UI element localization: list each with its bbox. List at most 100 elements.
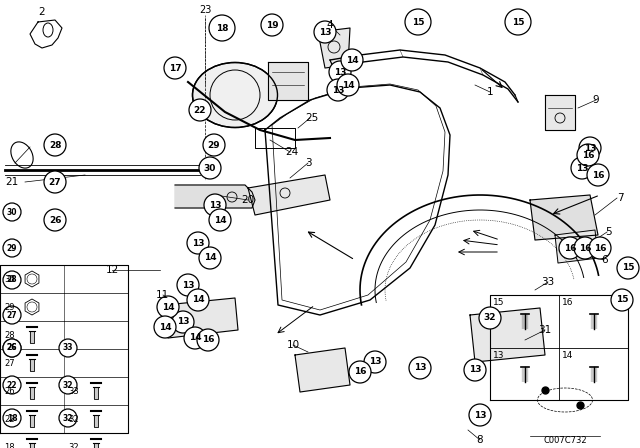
Text: 8: 8 bbox=[477, 435, 483, 445]
Circle shape bbox=[314, 21, 336, 43]
Text: 26: 26 bbox=[7, 344, 17, 353]
Text: C007C732: C007C732 bbox=[543, 436, 587, 445]
Circle shape bbox=[44, 134, 66, 156]
Circle shape bbox=[505, 9, 531, 35]
Circle shape bbox=[154, 316, 176, 338]
Text: 18: 18 bbox=[4, 443, 15, 448]
Text: 28: 28 bbox=[4, 331, 15, 340]
Text: 16: 16 bbox=[582, 151, 595, 159]
Circle shape bbox=[587, 164, 609, 186]
Text: 33: 33 bbox=[541, 277, 555, 287]
Circle shape bbox=[157, 296, 179, 318]
Text: 13: 13 bbox=[474, 410, 486, 419]
Circle shape bbox=[405, 9, 431, 35]
Text: 27: 27 bbox=[4, 358, 15, 367]
Circle shape bbox=[364, 351, 386, 373]
Text: 13: 13 bbox=[369, 358, 381, 366]
Circle shape bbox=[204, 194, 226, 216]
Circle shape bbox=[199, 247, 221, 269]
Circle shape bbox=[187, 232, 209, 254]
Circle shape bbox=[209, 209, 231, 231]
Text: 32: 32 bbox=[68, 443, 79, 448]
Circle shape bbox=[164, 57, 186, 79]
Circle shape bbox=[261, 14, 283, 36]
Text: 15: 15 bbox=[616, 296, 628, 305]
Text: 14: 14 bbox=[204, 254, 216, 263]
Circle shape bbox=[199, 157, 221, 179]
Circle shape bbox=[172, 311, 194, 333]
Text: 13: 13 bbox=[177, 318, 189, 327]
Circle shape bbox=[3, 239, 21, 257]
Text: 13: 13 bbox=[332, 86, 344, 95]
Text: 31: 31 bbox=[538, 325, 552, 335]
Circle shape bbox=[44, 209, 66, 231]
Circle shape bbox=[349, 361, 371, 383]
Text: 14: 14 bbox=[159, 323, 172, 332]
Text: 15: 15 bbox=[621, 263, 634, 272]
Text: 1: 1 bbox=[486, 87, 493, 97]
Text: 27: 27 bbox=[6, 310, 17, 319]
Text: 16: 16 bbox=[564, 244, 576, 253]
Text: 14: 14 bbox=[189, 333, 202, 343]
Text: 5: 5 bbox=[605, 227, 611, 237]
Text: 13: 13 bbox=[493, 350, 504, 359]
Text: 26: 26 bbox=[49, 215, 61, 224]
Text: 16: 16 bbox=[594, 244, 606, 253]
Text: 2: 2 bbox=[38, 7, 45, 17]
Text: 14: 14 bbox=[342, 81, 355, 90]
Circle shape bbox=[464, 359, 486, 381]
Text: 28: 28 bbox=[49, 141, 61, 150]
Text: 30: 30 bbox=[7, 207, 17, 216]
Circle shape bbox=[203, 134, 225, 156]
Text: 22: 22 bbox=[4, 414, 15, 423]
Circle shape bbox=[337, 74, 359, 96]
Text: 23: 23 bbox=[199, 5, 211, 15]
Text: 16: 16 bbox=[202, 336, 214, 345]
Circle shape bbox=[327, 79, 349, 101]
Polygon shape bbox=[295, 348, 350, 392]
Text: 7: 7 bbox=[617, 193, 623, 203]
Polygon shape bbox=[318, 28, 350, 68]
Text: 6: 6 bbox=[602, 255, 608, 265]
Text: 22: 22 bbox=[7, 380, 17, 389]
Text: 16: 16 bbox=[354, 367, 366, 376]
Text: 13: 13 bbox=[413, 363, 426, 372]
Text: 11: 11 bbox=[156, 290, 168, 300]
Circle shape bbox=[341, 49, 363, 71]
Polygon shape bbox=[268, 62, 308, 100]
Circle shape bbox=[197, 329, 219, 351]
Circle shape bbox=[3, 306, 21, 324]
Text: 20: 20 bbox=[241, 195, 255, 205]
Text: 18: 18 bbox=[6, 414, 17, 422]
Text: 30: 30 bbox=[204, 164, 216, 172]
Circle shape bbox=[409, 357, 431, 379]
Text: 19: 19 bbox=[266, 21, 278, 30]
Text: 29: 29 bbox=[4, 302, 15, 311]
Circle shape bbox=[177, 274, 199, 296]
Text: 32: 32 bbox=[484, 314, 496, 323]
Text: 26: 26 bbox=[7, 344, 17, 353]
Text: 18: 18 bbox=[216, 23, 228, 33]
Text: 14: 14 bbox=[562, 350, 573, 359]
Circle shape bbox=[44, 171, 66, 193]
Circle shape bbox=[329, 61, 351, 83]
Text: 13: 13 bbox=[182, 280, 195, 289]
Text: 26: 26 bbox=[4, 387, 15, 396]
Circle shape bbox=[589, 237, 611, 259]
Circle shape bbox=[3, 271, 21, 289]
Text: 17: 17 bbox=[169, 64, 181, 73]
Text: 21: 21 bbox=[5, 177, 19, 187]
Text: 13: 13 bbox=[209, 201, 221, 210]
Text: 16: 16 bbox=[562, 298, 573, 307]
Text: 30: 30 bbox=[4, 275, 15, 284]
Circle shape bbox=[184, 327, 206, 349]
Circle shape bbox=[617, 257, 639, 279]
Circle shape bbox=[559, 237, 581, 259]
Text: 32: 32 bbox=[68, 414, 79, 423]
Text: 25: 25 bbox=[305, 113, 319, 123]
Text: 13: 13 bbox=[468, 366, 481, 375]
Polygon shape bbox=[530, 195, 598, 240]
Text: 13: 13 bbox=[319, 27, 332, 36]
Polygon shape bbox=[175, 185, 255, 208]
Text: 29: 29 bbox=[208, 141, 220, 150]
